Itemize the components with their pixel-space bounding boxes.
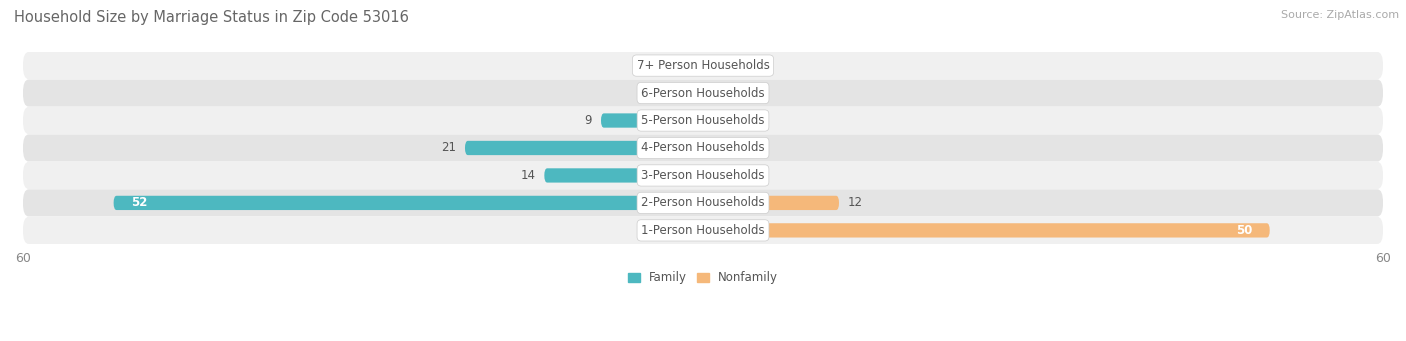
FancyBboxPatch shape [22, 189, 1384, 217]
Text: 9: 9 [585, 114, 592, 127]
FancyBboxPatch shape [114, 196, 703, 210]
FancyBboxPatch shape [22, 79, 1384, 107]
Text: 2: 2 [664, 87, 671, 100]
Text: 14: 14 [520, 169, 536, 182]
FancyBboxPatch shape [22, 217, 1384, 244]
Text: 4-Person Households: 4-Person Households [641, 142, 765, 154]
FancyBboxPatch shape [465, 141, 703, 155]
FancyBboxPatch shape [686, 58, 703, 73]
FancyBboxPatch shape [703, 223, 1270, 238]
FancyBboxPatch shape [22, 52, 1384, 79]
Text: Source: ZipAtlas.com: Source: ZipAtlas.com [1281, 10, 1399, 20]
FancyBboxPatch shape [681, 86, 703, 100]
Text: 2-Person Households: 2-Person Households [641, 196, 765, 209]
Text: 1-Person Households: 1-Person Households [641, 224, 765, 237]
FancyBboxPatch shape [544, 168, 703, 182]
Legend: Family, Nonfamily: Family, Nonfamily [628, 271, 778, 284]
FancyBboxPatch shape [703, 168, 725, 182]
Text: 7+ Person Households: 7+ Person Households [637, 59, 769, 72]
Text: 6-Person Households: 6-Person Households [641, 87, 765, 100]
Text: Household Size by Marriage Status in Zip Code 53016: Household Size by Marriage Status in Zip… [14, 10, 409, 25]
Text: 21: 21 [441, 142, 456, 154]
Text: 1: 1 [669, 59, 676, 72]
Text: 50: 50 [1236, 224, 1253, 237]
FancyBboxPatch shape [22, 162, 1384, 189]
Text: 12: 12 [848, 196, 863, 209]
FancyBboxPatch shape [22, 134, 1384, 162]
Text: 2: 2 [735, 169, 742, 182]
FancyBboxPatch shape [22, 107, 1384, 134]
Text: 3-Person Households: 3-Person Households [641, 169, 765, 182]
Text: 52: 52 [131, 196, 148, 209]
Text: 5-Person Households: 5-Person Households [641, 114, 765, 127]
FancyBboxPatch shape [600, 113, 703, 128]
FancyBboxPatch shape [703, 196, 839, 210]
